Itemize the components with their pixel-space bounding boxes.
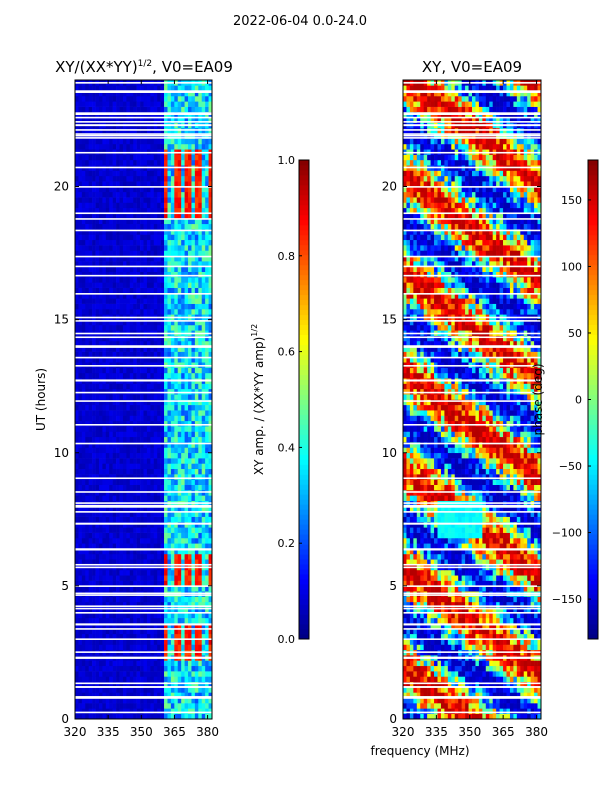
x-tick-label: 320 [392,725,415,739]
phase-heatmap-panel: 320 335 350 365 380 0 5 10 15 20 [382,79,548,739]
y-tick-label: 10 [54,446,69,460]
y-tick-label: 0 [389,712,397,726]
x-tick-label: 350 [130,725,153,739]
x-tick-label: 365 [492,725,515,739]
colorbar-tick-label: 50 [568,327,582,340]
x-tick-label: 350 [458,725,481,739]
phase-axes-frame [402,79,542,720]
x-axis-label: frequency (MHz) [370,744,469,758]
colorbar-tick-label: 0.8 [278,250,296,263]
colorbar-label: phase (deg) [531,363,545,435]
colorbar-frame [298,159,310,640]
y-tick-label: 15 [54,313,69,327]
colorbar-tick-label: −150 [552,593,582,606]
x-tick-label: 335 [425,725,448,739]
colorbar-tick-label: 0.6 [278,346,296,359]
colorbar-tick-label: 0.0 [278,633,296,646]
colorbar-tick-label: −100 [552,527,582,540]
amp-heatmap-panel: 320 335 350 365 380 0 5 10 15 20 UT (hours) [34,79,219,739]
amp-colorbar: 0.0 0.2 0.4 0.6 0.8 1.0 XY amp. / (XX*YY amp)1… [250,154,310,646]
x-tick-label: 380 [196,725,219,739]
colorbar-tick-label: 0.4 [278,441,296,454]
x-tick-label: 380 [525,725,548,739]
figure-suptitle: 2022-06-04 0.0-24.0 [233,14,367,29]
y-tick-label: 20 [54,180,69,194]
y-tick-label: 5 [61,579,69,593]
colorbar-tick-label: 1.0 [278,154,296,167]
phase-gap-lines [403,82,541,714]
y-tick-label: 10 [382,446,397,460]
phase-colorbar: −150 −100 −50 0 50 100 150 phase (deg) [531,159,599,640]
colorbar-tick-label: 0 [575,394,582,407]
colorbar-tick-label: −50 [559,460,582,473]
left-panel-title: XY/(XX*YY)1/2, V0=EA09 [55,58,233,76]
y-tick-label: 5 [389,579,397,593]
colorbar-tick-label: 0.2 [278,537,296,550]
amp-gap-lines [75,82,212,714]
y-tick-label: 20 [382,180,397,194]
y-axis-label: UT (hours) [34,368,48,431]
y-tick-label: 15 [382,313,397,327]
amp-axes-frame [74,79,213,720]
colorbar-tick-label: 100 [561,260,582,273]
colorbar-tick-label: 150 [561,194,582,207]
right-panel-title: XY, V0=EA09 [421,58,523,76]
x-tick-label: 365 [163,725,186,739]
y-tick-label: 0 [61,712,69,726]
colorbar-label: XY amp. / (XX*YY amp)1/2 [250,324,266,475]
x-tick-label: 335 [97,725,120,739]
x-tick-label: 320 [64,725,87,739]
